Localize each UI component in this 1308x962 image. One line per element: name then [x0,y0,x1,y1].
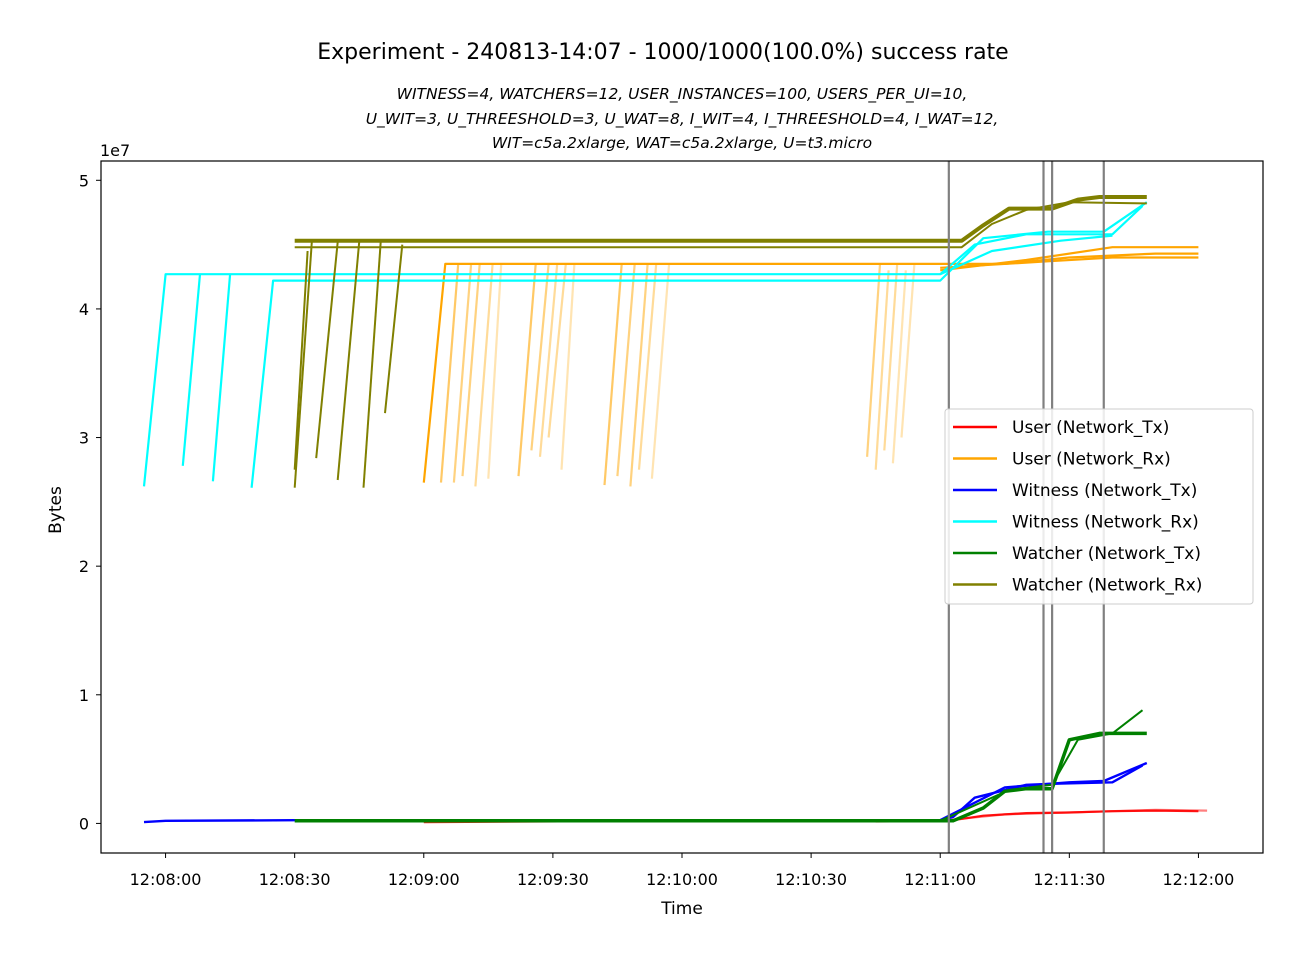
series-2-line-16 [629,263,649,487]
legend-label-6: Watcher (Network_Rx) [1012,576,1202,596]
x-tick-label-2: 12:08:30 [259,870,331,889]
subtitle-line-2: U_WIT=3, U_THREESHOLD=3, U_WAT=8, I_WIT=… [365,109,999,128]
x-tick-label-7: 12:11:00 [904,870,976,889]
series-2-line-2 [940,246,1199,272]
series-6-line-8 [293,250,309,470]
y-tick-label-2: 1 [79,686,89,705]
series-5-line-2 [939,709,1144,822]
series-4-line-1 [142,205,1144,487]
series-2-line-5 [452,263,473,483]
series-2-line-8 [487,263,503,479]
series-2-line-11 [538,263,559,457]
x-tick-label-9: 12:12:00 [1163,870,1235,889]
series-2-line-3 [940,256,1199,269]
x-tick-label-1: 12:08:00 [130,870,202,889]
chart-subtitle: WITNESS=4, WATCHERS=12, USER_INSTANCES=1… [0,82,1308,156]
y-tick-label-4: 3 [79,429,89,448]
series-2-line-23 [900,263,916,438]
series-6-line-7 [384,244,404,414]
series-3-line-2 [939,761,1148,822]
y-tick-label-5: 4 [79,300,89,319]
y-tick-label-3: 2 [79,557,89,576]
series-6-line-6 [362,241,382,488]
y-tick-label-6: 5 [79,171,89,190]
series-2-line-10 [530,263,550,451]
subtitle-line-3: WIT=c5a.2xlarge, WAT=c5a.2xlarge, U=t3.m… [491,134,873,152]
legend-label-2: User (Network_Rx) [1012,450,1171,470]
x-tick-label-3: 12:09:00 [388,870,460,889]
x-tick-label-8: 12:11:30 [1033,870,1105,889]
y-axis-ticks: 0 1 2 3 4 5 [79,171,101,833]
series-2-line-18 [650,263,671,479]
series-2-line-20 [874,270,890,470]
series-2-line-21 [883,263,899,451]
series-2-line-7 [474,263,494,487]
series-6-line-2 [294,201,1147,249]
series-4-line-3 [211,274,232,482]
series-2-line-17 [637,263,658,470]
y-offset-label: 1e7 [100,141,130,160]
legend: User (Network_Tx) User (Network_Rx) Witnes… [944,408,1254,605]
series-6-line-3 [293,240,313,488]
series-5-line-1 [294,731,1147,823]
x-axis-label: Time [660,899,703,919]
series-2-line-6 [461,263,481,477]
legend-box [944,408,1254,605]
series-2-line-13 [560,263,576,470]
series-2-line-9 [517,263,537,477]
series-6-line-4 [315,241,339,459]
legend-label-3: Witness (Network_Tx) [1012,481,1197,501]
series-5 [294,709,1147,823]
legend-label-4: Witness (Network_Rx) [1012,513,1199,533]
series-2-line-19 [866,263,882,457]
series-2-line-22 [891,270,907,464]
series-6-line-5 [336,241,361,481]
series-2-line-4 [439,263,460,483]
series-6 [293,195,1147,488]
subtitle-line-1: WITNESS=4, WATCHERS=12, USER_INSTANCES=1… [396,85,968,103]
y-tick-label-1: 0 [79,814,89,833]
series-2-line-14 [603,263,623,486]
y-axis-label: Bytes [46,486,66,534]
series-2-line-12 [547,263,567,438]
series-2-line-15 [616,263,636,477]
series-2 [422,246,1199,487]
series-4-line-2 [181,274,202,466]
series-3 [143,761,1148,824]
chart-title: Experiment - 240813-14:07 - 1000/1000(10… [317,40,1009,65]
series-4-line-5 [939,234,1113,276]
x-tick-label-4: 12:09:30 [517,870,589,889]
x-axis-ticks: 12:08:00 12:08:30 12:09:00 12:09:30 12:10:00… [130,853,1235,889]
legend-label-1: User (Network_Tx) [1012,418,1169,438]
x-tick-label-5: 12:10:00 [646,870,718,889]
legend-label-5: Watcher (Network_Tx) [1012,544,1201,564]
x-tick-label-6: 12:10:30 [775,870,847,889]
